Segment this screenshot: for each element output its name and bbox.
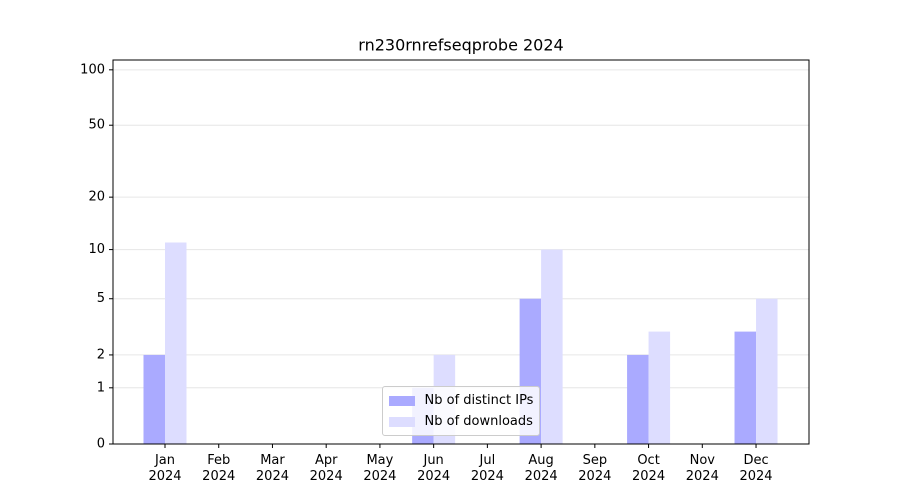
y-tick-label: 5	[97, 291, 105, 306]
bar	[143, 354, 165, 444]
x-tick-label: Aug 2024	[524, 453, 558, 484]
bar	[165, 242, 187, 444]
y-tick-label: 0	[97, 437, 105, 452]
bar	[756, 298, 778, 444]
x-tick-label: Dec 2024	[739, 453, 773, 484]
bar	[648, 331, 671, 444]
x-tick-label: Jun 2024	[417, 453, 451, 484]
y-tick-label: 100	[80, 62, 105, 77]
y-tick-label: 1	[97, 380, 105, 395]
x-tick-label: Sep 2024	[578, 453, 612, 484]
legend-label: Nb of distinct IPs	[424, 393, 534, 408]
y-tick-label: 20	[88, 190, 105, 205]
y-tick-label: 2	[97, 347, 105, 362]
legend-label: Nb of downloads	[424, 414, 533, 429]
legend-swatch	[388, 416, 415, 427]
bar	[541, 249, 563, 444]
x-tick-label: Oct 2024	[632, 453, 666, 484]
legend-item: Nb of distinct IPs	[388, 390, 534, 411]
x-tick-label: Jul 2024	[470, 453, 504, 484]
plot-frame	[112, 59, 810, 445]
x-tick-label: Apr 2024	[309, 453, 343, 484]
x-tick-label: Feb 2024	[202, 453, 236, 484]
x-tick-label: Jan 2024	[148, 453, 182, 484]
x-tick-label: May 2024	[363, 453, 397, 484]
x-tick-label: Mar 2024	[255, 453, 289, 484]
legend-item: Nb of downloads	[388, 411, 534, 432]
y-tick-label: 50	[88, 118, 105, 133]
legend-swatch	[388, 395, 415, 406]
legend: Nb of distinct IPs Nb of downloads	[381, 386, 541, 436]
y-tick-label: 10	[88, 242, 105, 257]
chart-title: rn230rnrefseqprobe 2024	[358, 36, 563, 55]
bar	[734, 331, 757, 444]
x-tick-label: Nov 2024	[685, 453, 719, 484]
bar	[627, 354, 649, 444]
